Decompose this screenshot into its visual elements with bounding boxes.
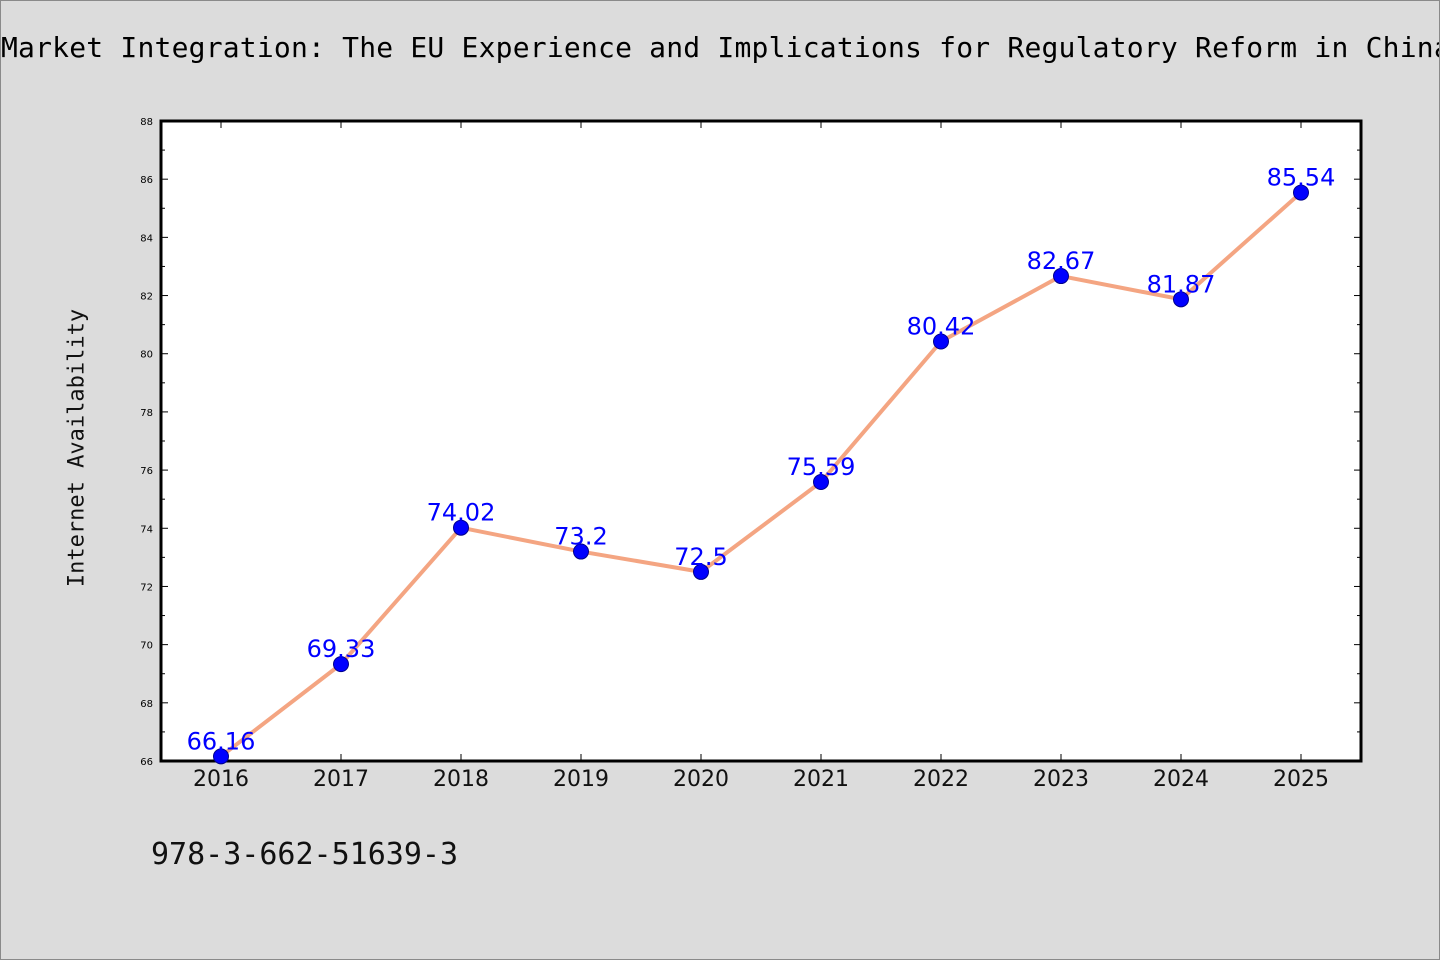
x-tick-label: 2021 [793,767,849,792]
data-label: 72.5 [674,543,727,571]
plot-area [159,119,1363,763]
data-label: 75.59 [787,453,856,481]
x-tick-label: 2025 [1273,767,1329,792]
x-tick-label: 2024 [1153,767,1209,792]
data-label: 82.67 [1027,247,1096,275]
y-axis-ticks: 66 68 70 72 74 76 78 80 82 84 86 88 [140,117,1361,768]
data-point [1293,184,1309,201]
data-label: 85.54 [1267,164,1336,192]
y-tick-label: 66 [140,757,153,768]
data-point [453,519,469,536]
series-line [219,190,1303,759]
x-tick-label: 2017 [313,767,369,792]
data-label: 80.42 [907,313,976,341]
x-tick-label: 2023 [1033,767,1089,792]
y-tick-label: 88 [140,117,153,128]
data-point [333,656,349,673]
data-label: 69.33 [307,635,376,663]
data-point [1053,268,1069,285]
data-point [933,333,949,350]
x-tick-label: 2020 [673,767,729,792]
data-point [213,748,229,765]
data-point [693,563,709,580]
data-label: 66.16 [187,727,256,755]
y-tick-label: 72 [140,582,153,593]
y-tick-label: 78 [140,408,153,419]
chart-title: Market Integration: The EU Experience an… [1,31,1440,64]
data-point [813,474,829,491]
y-tick-label: 74 [140,524,153,535]
y-tick-label: 80 [140,350,153,361]
data-point [1173,291,1189,308]
data-label: 74.02 [427,499,496,527]
series-lines [219,190,1303,759]
x-axis-ticks: 2016 2017 2018 2019 2020 2021 2022 2023 2024 2025 [193,121,1329,792]
data-label: 81.87 [1147,270,1216,298]
x-tick-label: 2016 [193,767,249,792]
data-label: 73.2 [554,523,607,551]
data-labels: 66.16 69.33 74.02 73.2 72.5 75.59 80.42 82.67 81… [187,164,1336,756]
y-tick-label: 84 [140,233,153,244]
y-tick-label: 86 [140,175,153,186]
y-tick-label: 82 [140,292,153,303]
x-tick-label: 2019 [553,767,609,792]
y-tick-label: 68 [140,699,153,710]
y-tick-label: 76 [140,466,153,477]
x-tick-label: 2022 [913,767,969,792]
y-tick-label: 70 [140,641,153,652]
isbn-footnote: 978-3-662-51639-3 [151,837,459,872]
x-tick-label: 2018 [433,767,489,792]
data-markers [213,184,1309,765]
data-point [573,543,589,560]
